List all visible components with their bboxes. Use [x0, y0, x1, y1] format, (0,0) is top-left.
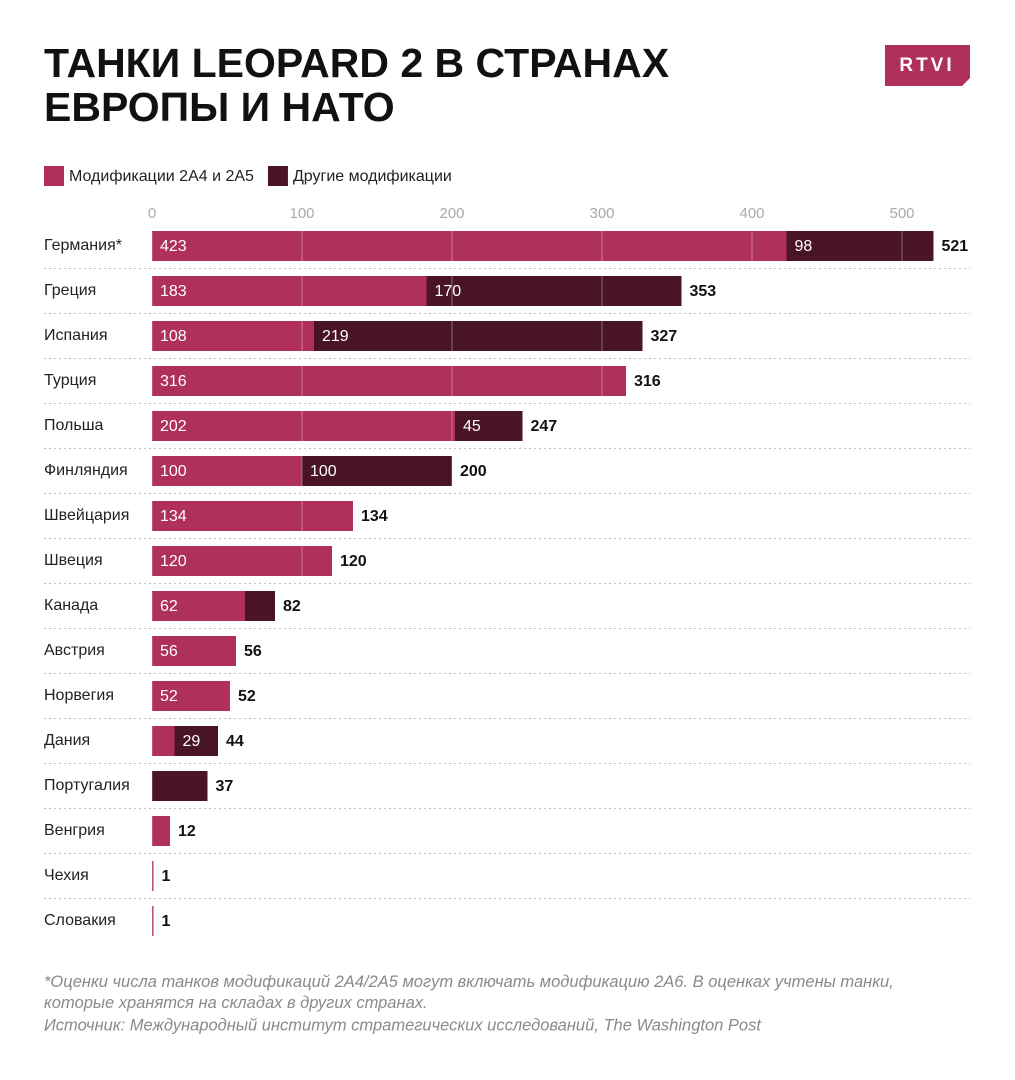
segment-label: 183 — [160, 283, 187, 300]
total-label: 44 — [226, 733, 244, 750]
bar-segment — [152, 456, 302, 486]
category-label: Германия* — [44, 237, 122, 254]
bar-segment — [152, 231, 787, 261]
segment-label: 29 — [183, 733, 201, 750]
segment-label: 108 — [160, 328, 187, 345]
segment-label: 100 — [310, 463, 337, 480]
category-label: Польша — [44, 417, 104, 434]
bar-segment — [455, 411, 523, 441]
x-tick-label: 300 — [589, 205, 614, 222]
total-label: 200 — [460, 463, 487, 480]
segment-label: 52 — [160, 688, 178, 705]
bar-segment — [152, 906, 154, 936]
x-tick-label: 500 — [889, 205, 914, 222]
segment-label: 98 — [795, 238, 813, 255]
total-label: 327 — [651, 328, 678, 345]
total-label: 12 — [178, 823, 196, 840]
segment-label: 45 — [463, 418, 481, 435]
category-label: Норвегия — [44, 687, 114, 704]
segment-label: 423 — [160, 238, 187, 255]
category-label: Австрия — [44, 642, 105, 659]
segment-label: 316 — [160, 373, 187, 390]
legend-swatch — [44, 166, 64, 186]
legend-label: Другие модификации — [293, 168, 452, 185]
bar-segment — [302, 456, 452, 486]
bar-segment — [152, 366, 626, 396]
source: Источник: Международный институт стратег… — [44, 1016, 762, 1034]
segment-label: 100 — [160, 463, 187, 480]
chart-title: ЕВРОПЫ И НАТО — [44, 84, 395, 130]
bar-segment — [426, 276, 682, 306]
bar-segment — [152, 861, 154, 891]
category-label: Греция — [44, 282, 96, 299]
total-label: 52 — [238, 688, 256, 705]
bar-segment — [152, 636, 236, 666]
bar-segment — [174, 726, 218, 756]
total-label: 1 — [162, 868, 171, 885]
bar-segment — [152, 411, 455, 441]
segment-label: 120 — [160, 553, 187, 570]
segment-label: 202 — [160, 418, 187, 435]
category-label: Финляндия — [44, 462, 128, 479]
total-label: 56 — [244, 643, 262, 660]
total-label: 1 — [162, 913, 171, 930]
total-label: 82 — [283, 598, 301, 615]
x-tick-label: 200 — [439, 205, 464, 222]
footnote-line: которые хранятся на складах в других стр… — [44, 994, 428, 1012]
segment-label: 56 — [160, 643, 178, 660]
bar-segment — [245, 591, 275, 621]
x-tick-label: 400 — [739, 205, 764, 222]
bar-segment — [152, 816, 170, 846]
bar-segment — [152, 726, 175, 756]
total-label: 521 — [942, 238, 969, 255]
bar-segment — [152, 681, 230, 711]
category-label: Чехия — [44, 867, 89, 884]
category-label: Португалия — [44, 777, 130, 794]
logo-box — [885, 45, 970, 86]
bar-segment — [314, 321, 643, 351]
footnote: *Оценки числа танков модификаций 2А4/2А5… — [44, 973, 894, 1012]
total-label: 316 — [634, 373, 661, 390]
bar-segment — [152, 276, 427, 306]
segment-label: 134 — [160, 508, 187, 525]
bar-segment — [152, 501, 353, 531]
bar-segment — [786, 231, 934, 261]
x-tick-label: 0 — [148, 205, 156, 222]
segment-label: 170 — [435, 283, 462, 300]
legend-label: Модификации 2А4 и 2А5 — [69, 168, 254, 185]
category-label: Швейцария — [44, 507, 129, 524]
segment-label: 219 — [322, 328, 349, 345]
total-label: 120 — [340, 553, 367, 570]
x-tick-label: 100 — [289, 205, 314, 222]
category-label: Дания — [44, 732, 90, 749]
category-label: Венгрия — [44, 822, 105, 839]
bar-segment — [152, 591, 245, 621]
bar-segment — [152, 321, 314, 351]
chart-title: ТАНКИ LEOPARD 2 В СТРАНАХ — [44, 40, 669, 86]
bar-segment — [152, 771, 208, 801]
logo: RTVI — [899, 55, 954, 76]
total-label: 37 — [216, 778, 234, 795]
total-label: 353 — [690, 283, 717, 300]
segment-label: 62 — [160, 598, 178, 615]
bar-segment — [152, 546, 332, 576]
legend-swatch — [267, 166, 288, 186]
total-label: 134 — [361, 508, 388, 525]
category-label: Словакия — [44, 912, 116, 929]
total-label: 247 — [531, 418, 558, 435]
category-label: Швеция — [44, 552, 103, 569]
footnote-line: *Оценки числа танков модификаций 2А4/2А5… — [44, 973, 894, 991]
category-label: Турция — [44, 372, 96, 389]
category-label: Канада — [44, 597, 98, 614]
category-label: Испания — [44, 327, 108, 344]
